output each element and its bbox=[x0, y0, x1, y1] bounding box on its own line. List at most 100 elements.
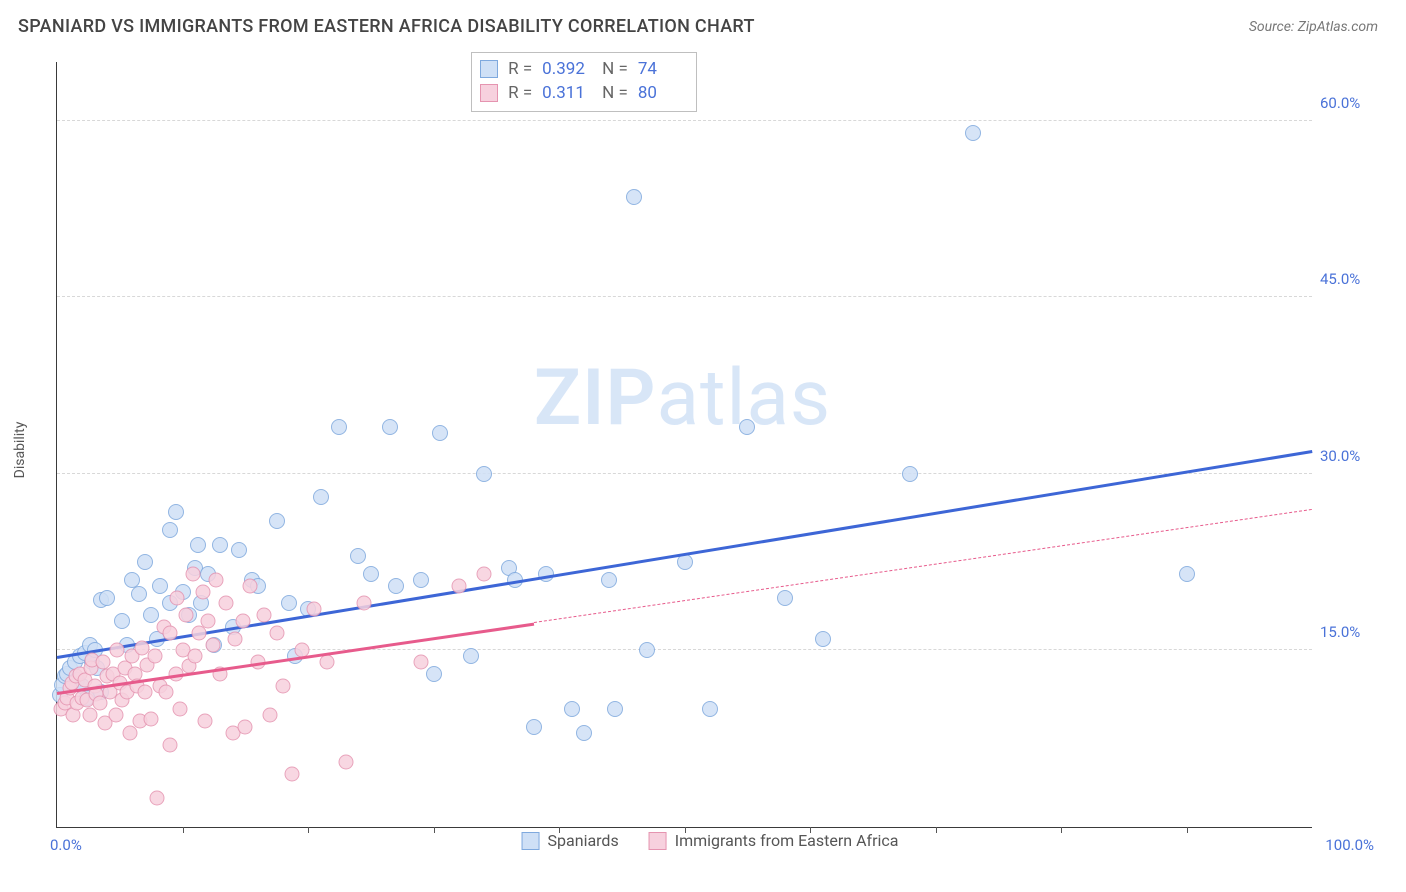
data-point-spaniards bbox=[331, 419, 347, 435]
data-point-spaniards bbox=[99, 590, 115, 606]
data-point-immigrants bbox=[319, 655, 334, 670]
y-tick-label: 45.0% bbox=[1320, 270, 1386, 288]
x-tick-mark bbox=[308, 827, 309, 833]
data-point-spaniards bbox=[190, 537, 206, 553]
data-point-immigrants bbox=[219, 596, 234, 611]
data-point-immigrants bbox=[150, 790, 165, 805]
data-point-immigrants bbox=[284, 767, 299, 782]
data-point-immigrants bbox=[92, 696, 107, 711]
data-point-spaniards bbox=[162, 522, 178, 538]
data-point-spaniards bbox=[426, 666, 442, 682]
data-point-immigrants bbox=[108, 708, 123, 723]
data-point-spaniards bbox=[1179, 566, 1195, 582]
swatch-immigrants bbox=[649, 832, 667, 850]
y-tick-label: 15.0% bbox=[1320, 623, 1386, 641]
data-point-immigrants bbox=[198, 714, 213, 729]
data-point-spaniards bbox=[313, 489, 329, 505]
data-point-immigrants bbox=[170, 590, 185, 605]
data-point-spaniards bbox=[777, 590, 793, 606]
data-point-immigrants bbox=[144, 711, 159, 726]
data-point-immigrants bbox=[235, 614, 250, 629]
data-point-immigrants bbox=[451, 578, 466, 593]
data-point-spaniards bbox=[739, 419, 755, 435]
data-point-immigrants bbox=[172, 702, 187, 717]
data-point-spaniards bbox=[413, 572, 429, 588]
legend-item-spaniards: Spaniards bbox=[522, 831, 619, 850]
data-point-spaniards bbox=[601, 572, 617, 588]
data-point-immigrants bbox=[82, 708, 97, 723]
data-point-immigrants bbox=[162, 625, 177, 640]
data-point-immigrants bbox=[338, 755, 353, 770]
swatch-spaniards bbox=[522, 832, 540, 850]
x-tick-mark bbox=[1061, 827, 1062, 833]
gridline bbox=[57, 120, 1312, 121]
data-point-immigrants bbox=[159, 684, 174, 699]
data-point-spaniards bbox=[131, 586, 147, 602]
watermark: ZIPatlas bbox=[534, 353, 831, 444]
data-point-spaniards bbox=[607, 701, 623, 717]
data-point-spaniards bbox=[564, 701, 580, 717]
data-point-spaniards bbox=[143, 607, 159, 623]
data-point-spaniards bbox=[476, 466, 492, 482]
data-point-spaniards bbox=[212, 537, 228, 553]
chart-area: Disability ZIPatlas R =0.392N =74R =0.31… bbox=[28, 48, 1392, 852]
chart-header: SPANIARD VS IMMIGRANTS FROM EASTERN AFRI… bbox=[0, 0, 1406, 43]
data-point-immigrants bbox=[122, 725, 137, 740]
data-point-immigrants bbox=[179, 608, 194, 623]
x-tick-mark bbox=[434, 827, 435, 833]
gridline bbox=[57, 296, 1312, 297]
data-point-immigrants bbox=[228, 631, 243, 646]
swatch-spaniards bbox=[480, 60, 498, 78]
gridline bbox=[57, 649, 1312, 650]
data-point-immigrants bbox=[269, 625, 284, 640]
swatch-immigrants bbox=[480, 84, 498, 102]
data-point-immigrants bbox=[476, 566, 491, 581]
data-point-immigrants bbox=[200, 614, 215, 629]
bottom-legend: Spaniards Immigrants from Eastern Africa bbox=[522, 831, 899, 850]
data-point-spaniards bbox=[526, 719, 542, 735]
stats-row-spaniards: R =0.392N =74 bbox=[480, 57, 688, 81]
chart-title: SPANIARD VS IMMIGRANTS FROM EASTERN AFRI… bbox=[18, 16, 755, 37]
data-point-spaniards bbox=[281, 595, 297, 611]
data-point-immigrants bbox=[263, 708, 278, 723]
data-point-spaniards bbox=[902, 466, 918, 482]
data-point-immigrants bbox=[147, 649, 162, 664]
data-point-spaniards bbox=[388, 578, 404, 594]
x-tick-mark bbox=[936, 827, 937, 833]
data-point-immigrants bbox=[238, 719, 253, 734]
data-point-spaniards bbox=[965, 125, 981, 141]
data-point-immigrants bbox=[188, 649, 203, 664]
data-point-immigrants bbox=[205, 637, 220, 652]
data-point-spaniards bbox=[626, 189, 642, 205]
data-point-spaniards bbox=[463, 648, 479, 664]
stats-row-immigrants: R =0.311N =80 bbox=[480, 81, 688, 105]
x-tick-mark bbox=[183, 827, 184, 833]
trend-line-immigrants bbox=[534, 509, 1312, 623]
y-tick-label: 60.0% bbox=[1320, 94, 1386, 112]
x-axis-min: 0.0% bbox=[50, 836, 82, 854]
data-point-spaniards bbox=[815, 631, 831, 647]
data-point-immigrants bbox=[413, 655, 428, 670]
x-tick-mark bbox=[1187, 827, 1188, 833]
x-axis-max: 100.0% bbox=[1325, 836, 1374, 854]
data-point-immigrants bbox=[110, 643, 125, 658]
stats-legend: R =0.392N =74R =0.311N =80 bbox=[471, 52, 697, 112]
data-point-immigrants bbox=[257, 608, 272, 623]
data-point-immigrants bbox=[195, 584, 210, 599]
source-label: Source: ZipAtlas.com bbox=[1249, 19, 1378, 35]
data-point-spaniards bbox=[363, 566, 379, 582]
data-point-spaniards bbox=[168, 504, 184, 520]
data-point-spaniards bbox=[576, 725, 592, 741]
data-point-immigrants bbox=[307, 602, 322, 617]
data-point-spaniards bbox=[382, 419, 398, 435]
data-point-immigrants bbox=[185, 566, 200, 581]
data-point-spaniards bbox=[702, 701, 718, 717]
data-point-immigrants bbox=[243, 578, 258, 593]
data-point-immigrants bbox=[162, 737, 177, 752]
plot-area: ZIPatlas R =0.392N =74R =0.311N =80 15.0… bbox=[56, 62, 1312, 828]
data-point-immigrants bbox=[357, 596, 372, 611]
data-point-spaniards bbox=[137, 554, 153, 570]
data-point-immigrants bbox=[137, 684, 152, 699]
data-point-spaniards bbox=[152, 578, 168, 594]
gridline bbox=[57, 473, 1312, 474]
